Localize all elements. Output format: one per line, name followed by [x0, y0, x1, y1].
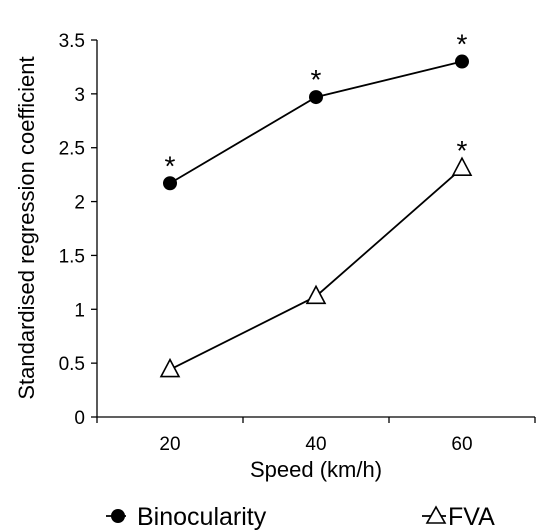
significance-marker: * [457, 29, 468, 60]
y-tick-label: 2 [74, 193, 85, 214]
legend-label-binocularity: Binocularity [137, 503, 267, 531]
series-line-fva [169, 167, 463, 371]
y-axis-title: Standardised regression coefficient [14, 56, 39, 399]
y-tick-label: 1 [74, 300, 85, 321]
x-axis-title: Speed (km/h) [250, 457, 382, 482]
x-ticks: 20 40 60 [96, 417, 536, 455]
y-ticks: 0 0.5 1 1.5 2 2.5 3 3.5 [59, 31, 97, 429]
point-fva-40 [305, 284, 327, 305]
legend-label-fva: FVA [448, 503, 495, 531]
point-binocularity-20 [163, 176, 177, 191]
y-tick-label: 3 [74, 85, 85, 106]
point-fva-20 [159, 357, 181, 378]
point-fva-60 [451, 156, 473, 176]
point-binocularity-60 [455, 54, 469, 69]
x-tick-label: 20 [159, 434, 180, 455]
annotation-layer: * * * * [165, 29, 468, 182]
axes [96, 40, 535, 418]
significance-marker: * [457, 135, 468, 166]
y-tick-label: 0 [74, 408, 85, 429]
significance-marker: * [311, 64, 322, 95]
point-binocularity-40 [309, 90, 323, 105]
legend-item-binocularity: Binocularity [106, 503, 267, 531]
series-layer [159, 54, 473, 378]
legend: Binocularity FVA [106, 503, 495, 531]
y-tick-label: 0.5 [59, 354, 85, 375]
x-tick-label: 60 [451, 434, 472, 455]
y-tick-label: 3.5 [59, 31, 85, 52]
y-tick-label: 2.5 [59, 139, 85, 160]
y-tick-label: 1.5 [59, 246, 85, 267]
significance-marker: * [165, 150, 176, 181]
legend-item-fva: FVA [422, 503, 495, 531]
legend-marker-fva [425, 505, 447, 524]
legend-marker-binocularity [111, 509, 125, 523]
x-tick-label: 40 [305, 434, 326, 455]
